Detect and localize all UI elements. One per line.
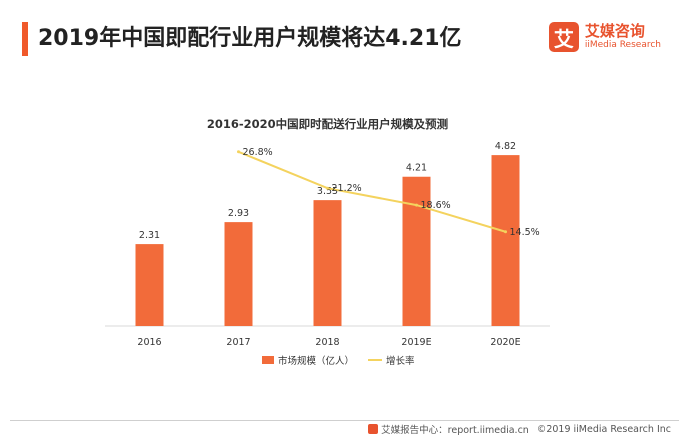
x-tick-label: 2016	[137, 337, 161, 348]
page-title: 2019年中国即配行业用户规模将达4.21亿	[38, 26, 462, 51]
bar	[491, 155, 520, 326]
footer: 艾媒报告中心：report.iimedia.cn ©2019 iiMedia R…	[368, 422, 671, 436]
bar-value-label: 2.93	[228, 208, 249, 219]
brand-logo: 艾 艾媒咨询 iiMedia Research	[548, 22, 661, 52]
bar	[313, 200, 342, 326]
bar-value-label: 4.82	[495, 141, 516, 152]
growth-rate-label: 14.5%	[510, 227, 540, 238]
footer-copyright: ©2019 iiMedia Research Inc	[536, 423, 671, 435]
legend-line-label: 增长率	[386, 355, 415, 367]
chart-title: 2016-2020中国即时配送行业用户规模及预测	[207, 117, 448, 131]
bar	[224, 222, 253, 326]
growth-rate-label: 18.6%	[421, 200, 451, 211]
growth-rate-label: 26.8%	[243, 147, 273, 158]
logo-mark-icon: 艾	[548, 22, 579, 52]
growth-rate-line	[238, 150, 506, 233]
logo-name-cn: 艾媒咨询	[584, 22, 645, 40]
bar-value-label: 4.21	[406, 163, 427, 174]
growth-rate-point	[326, 186, 329, 190]
report-center-icon	[368, 424, 379, 434]
headline-accent-bar	[22, 22, 28, 56]
growth-rate-point	[415, 203, 418, 207]
legend-bar-swatch	[262, 356, 274, 364]
footer-source: 艾媒报告中心：report.iimedia.cn	[381, 425, 529, 436]
bar-value-label: 3.55	[317, 186, 338, 197]
growth-rate-point	[504, 230, 507, 234]
x-tick-label: 2018	[315, 337, 339, 348]
bar-value-label: 2.31	[139, 230, 160, 241]
footer-divider	[10, 420, 679, 421]
x-tick-label: 2017	[226, 337, 250, 348]
legend-bar-label: 市场规模（亿人）	[278, 355, 354, 367]
bar	[135, 244, 164, 326]
growth-rate-label: 21.2%	[332, 183, 362, 194]
bar	[402, 176, 431, 326]
growth-rate-point	[237, 150, 240, 154]
logo-text: 艾媒咨询 iiMedia Research	[585, 23, 661, 51]
x-tick-label: 2019E	[401, 337, 431, 348]
logo-name-en: iiMedia Research	[584, 40, 661, 50]
x-tick-label: 2020E	[490, 337, 520, 348]
